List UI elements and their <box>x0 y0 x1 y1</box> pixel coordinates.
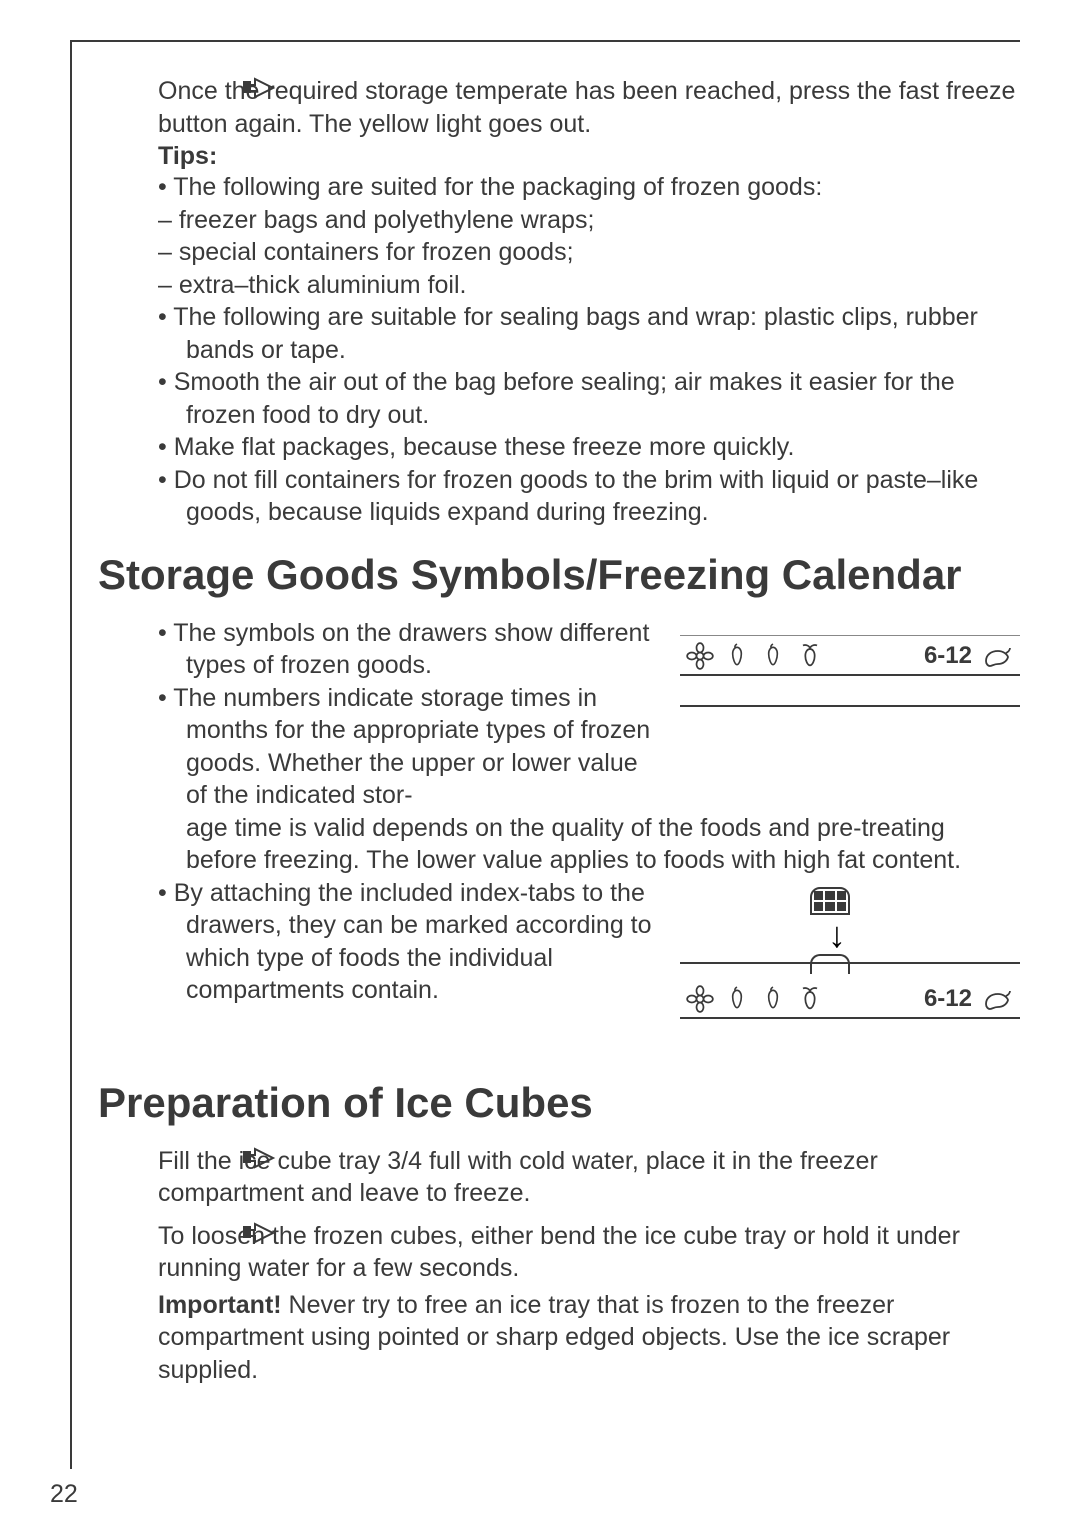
storage-months-2: 6-12 <box>924 985 972 1013</box>
drawer-slot-icon <box>810 954 850 974</box>
ice-p2: To loosen the frozen cubes, either bend … <box>158 1220 1020 1285</box>
tip-item: special containers for frozen goods; <box>158 236 1020 269</box>
symbol-row <box>686 642 824 670</box>
page-number: 22 <box>50 1480 78 1509</box>
hand-pointer-icon <box>243 1220 283 1252</box>
tip-item: freezer bags and polyethylene wraps; <box>158 204 1020 237</box>
important-label: Important! <box>158 1291 282 1319</box>
tips-label: Tips: <box>158 142 1020 171</box>
storage-bullets-2: By attaching the included index-tabs to … <box>158 877 660 1007</box>
top-rule <box>70 40 1020 42</box>
heading-ice-cubes: Preparation of Ice Cubes <box>98 1079 1020 1127</box>
tip-item: The following are suitable for sealing b… <box>158 301 1020 366</box>
storage-bullet-3: By attaching the included index-tabs to … <box>158 877 660 1007</box>
intro-paragraph: Once the required storage temperate has … <box>158 75 1020 140</box>
fruit-leaf-icon <box>796 642 824 670</box>
fruit-icon <box>724 985 750 1013</box>
flower-icon <box>686 642 714 670</box>
tip-item: extra–thick aluminium foil. <box>158 269 1020 302</box>
symbol-row-2 <box>686 985 824 1013</box>
heading-storage-symbols: Storage Goods Symbols/Freezing Calendar <box>98 551 1020 599</box>
fruit-icon <box>724 642 750 670</box>
drawer-figure-2: ↓ 6-12 <box>680 877 1020 1057</box>
fruit-leaf-icon <box>796 985 824 1013</box>
poultry-icon <box>980 986 1014 1012</box>
poultry-icon <box>980 643 1014 669</box>
storage-bullet-2: The numbers indicate storage times in mo… <box>158 682 660 812</box>
storage-cont: age time is valid depends on the quality… <box>158 812 1020 877</box>
storage-bullets: The symbols on the drawers show differen… <box>158 617 660 812</box>
storage-cont-text: age time is valid depends on the quality… <box>158 812 1020 877</box>
tip-item: Smooth the air out of the bag before sea… <box>158 366 1020 431</box>
tip-item: Do not fill containers for frozen goods … <box>158 464 1020 529</box>
page-content: Once the required storage temperate has … <box>98 40 1020 1386</box>
storage-months: 6-12 <box>924 642 972 670</box>
tip-item: The following are suited for the packagi… <box>158 171 1020 204</box>
ice-p1: Fill the ice cube tray 3/4 full with col… <box>158 1145 1020 1210</box>
fruit-icon <box>760 985 786 1013</box>
hand-pointer-icon <box>243 75 283 107</box>
ice-important: Important! Never try to free an ice tray… <box>158 1289 1020 1387</box>
arrow-down-icon: ↓ <box>828 917 846 953</box>
fruit-icon <box>760 642 786 670</box>
tip-item: Make flat packages, because these freeze… <box>158 431 1020 464</box>
drawer-figure-1: 6-12 <box>680 617 1020 707</box>
storage-bullet-1: The symbols on the drawers show differen… <box>158 617 660 682</box>
left-rule <box>70 40 72 1469</box>
index-tab-icon <box>810 887 850 915</box>
hand-pointer-icon <box>243 1145 283 1177</box>
tips-list: The following are suited for the packagi… <box>158 171 1020 529</box>
flower-icon <box>686 985 714 1013</box>
